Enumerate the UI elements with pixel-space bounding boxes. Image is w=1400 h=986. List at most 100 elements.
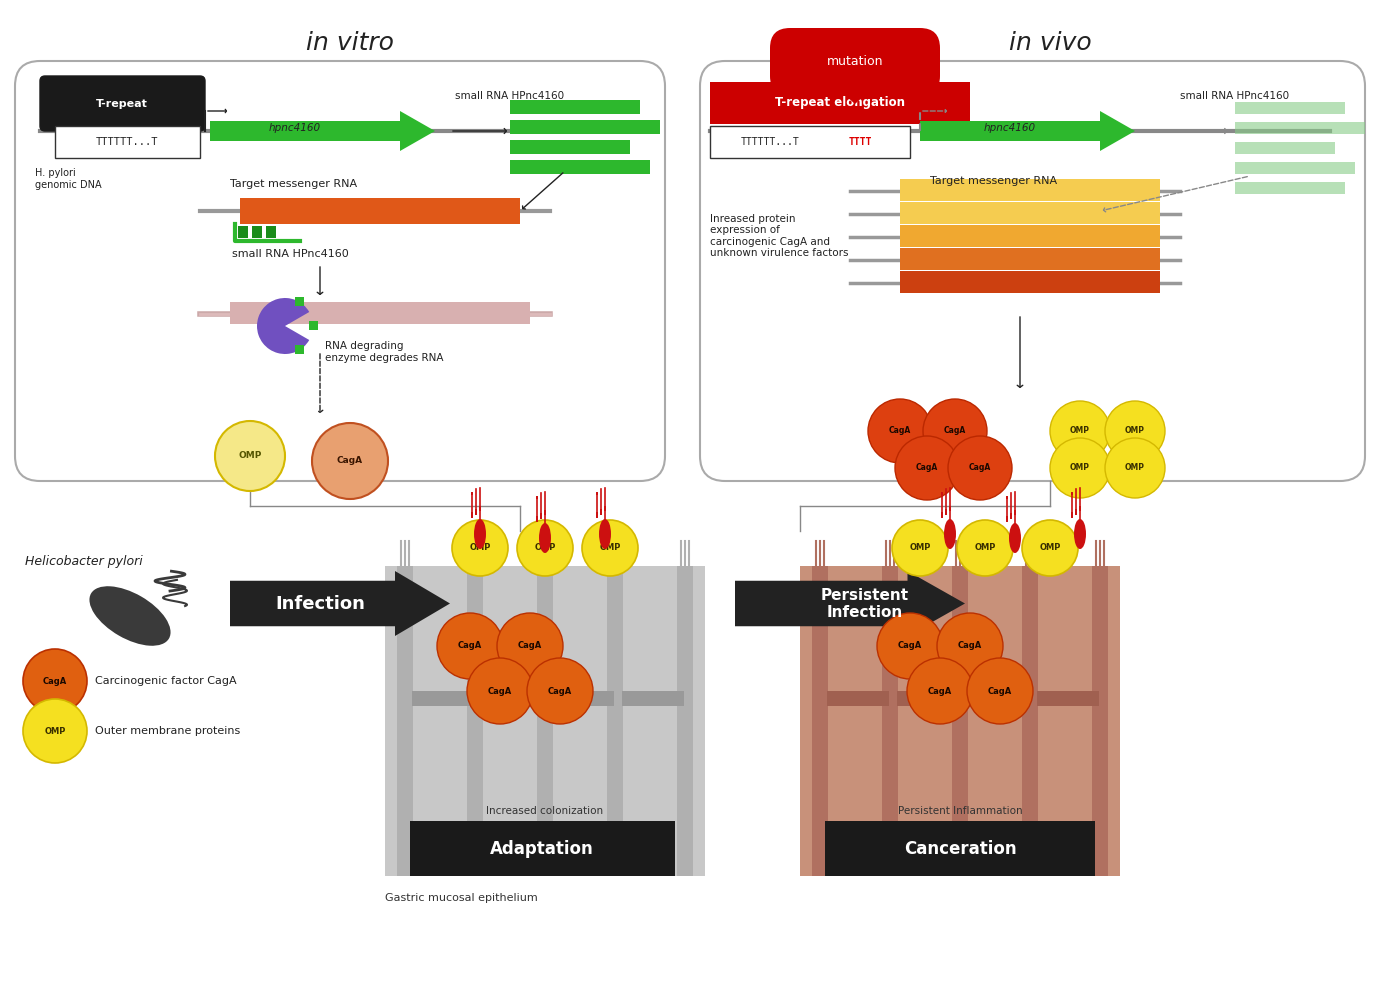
- Polygon shape: [210, 111, 435, 151]
- Bar: [900, 225, 1161, 247]
- Text: T-repeat: T-repeat: [97, 99, 148, 109]
- Bar: [1235, 102, 1345, 114]
- Bar: [900, 179, 1161, 201]
- FancyBboxPatch shape: [41, 76, 204, 131]
- Text: Gastric mucosal epithelium: Gastric mucosal epithelium: [385, 893, 538, 903]
- Circle shape: [948, 436, 1012, 500]
- Bar: [309, 321, 318, 330]
- Bar: [952, 566, 967, 876]
- Polygon shape: [735, 571, 965, 636]
- Bar: [482, 691, 545, 706]
- Text: small RNA HPnc4160: small RNA HPnc4160: [1180, 91, 1289, 101]
- Bar: [239, 198, 519, 224]
- Bar: [252, 226, 262, 238]
- Text: H. pylori
genomic DNA: H. pylori genomic DNA: [35, 168, 102, 189]
- FancyBboxPatch shape: [770, 28, 939, 96]
- Text: RNA degrading
enzyme degrades RNA: RNA degrading enzyme degrades RNA: [325, 341, 444, 363]
- Text: OMP: OMP: [599, 543, 620, 552]
- Bar: [1235, 182, 1345, 194]
- Text: hpnc4160: hpnc4160: [984, 123, 1036, 133]
- Ellipse shape: [539, 523, 552, 553]
- Text: CagA: CagA: [928, 686, 952, 695]
- Bar: [552, 691, 615, 706]
- Bar: [510, 120, 659, 134]
- Bar: [900, 248, 1161, 270]
- Bar: [882, 566, 897, 876]
- Text: small RNA HPnc4160: small RNA HPnc4160: [231, 249, 349, 259]
- Text: Persistent
Infection: Persistent Infection: [820, 588, 909, 620]
- Circle shape: [312, 423, 388, 499]
- Bar: [622, 691, 685, 706]
- Text: OMP: OMP: [1126, 463, 1145, 472]
- FancyBboxPatch shape: [15, 61, 665, 481]
- Text: OMP: OMP: [1070, 427, 1091, 436]
- Text: CagA: CagA: [988, 686, 1012, 695]
- Text: CagA: CagA: [337, 457, 363, 465]
- Circle shape: [868, 399, 932, 463]
- Text: Outer membrane proteins: Outer membrane proteins: [95, 726, 241, 736]
- Ellipse shape: [1009, 523, 1021, 553]
- Bar: [608, 566, 623, 876]
- Text: in vivo: in vivo: [1008, 31, 1092, 55]
- Text: CagA: CagA: [458, 642, 482, 651]
- Text: Infection: Infection: [274, 595, 365, 613]
- Bar: [295, 345, 304, 354]
- Text: small RNA HPnc4160: small RNA HPnc4160: [455, 91, 564, 101]
- Text: Carcinogenic factor CagA: Carcinogenic factor CagA: [95, 676, 237, 686]
- Bar: [825, 821, 1095, 876]
- Bar: [412, 691, 475, 706]
- Circle shape: [907, 658, 973, 724]
- FancyBboxPatch shape: [700, 61, 1365, 481]
- Text: CagA: CagA: [889, 427, 911, 436]
- Bar: [710, 82, 970, 124]
- Polygon shape: [834, 86, 875, 104]
- Bar: [1235, 162, 1355, 174]
- Circle shape: [526, 658, 594, 724]
- Text: TTTT: TTTT: [848, 137, 872, 147]
- Bar: [799, 566, 1120, 876]
- Bar: [230, 302, 531, 324]
- Circle shape: [468, 658, 533, 724]
- Bar: [238, 226, 248, 238]
- Circle shape: [1105, 401, 1165, 461]
- Ellipse shape: [599, 519, 610, 549]
- Bar: [510, 100, 640, 114]
- Circle shape: [923, 399, 987, 463]
- Text: OMP: OMP: [1070, 463, 1091, 472]
- Text: TTTTTT...T: TTTTTT...T: [95, 137, 158, 147]
- Circle shape: [937, 613, 1002, 679]
- Bar: [1092, 566, 1107, 876]
- Bar: [1037, 691, 1099, 706]
- Text: CagA: CagA: [518, 642, 542, 651]
- Circle shape: [437, 613, 503, 679]
- Bar: [900, 271, 1161, 293]
- Circle shape: [452, 520, 508, 576]
- Text: OMP: OMP: [910, 543, 931, 552]
- Text: Helicobacter pylori: Helicobacter pylori: [25, 554, 143, 568]
- Text: Target messenger RNA: Target messenger RNA: [230, 179, 357, 189]
- Bar: [510, 140, 630, 154]
- Text: OMP: OMP: [974, 543, 995, 552]
- Ellipse shape: [475, 519, 486, 549]
- Bar: [710, 126, 910, 158]
- Bar: [295, 297, 304, 306]
- Bar: [468, 566, 483, 876]
- Text: OMP: OMP: [45, 727, 66, 736]
- Circle shape: [1050, 401, 1110, 461]
- Circle shape: [876, 613, 944, 679]
- Circle shape: [497, 613, 563, 679]
- Text: Canceration: Canceration: [903, 840, 1016, 858]
- Text: CagA: CagA: [958, 642, 983, 651]
- Ellipse shape: [90, 587, 171, 646]
- Text: CagA: CagA: [547, 686, 573, 695]
- Circle shape: [1105, 438, 1165, 498]
- Bar: [812, 566, 827, 876]
- Text: Persistent Inflammation: Persistent Inflammation: [897, 806, 1022, 816]
- Bar: [1022, 566, 1037, 876]
- Bar: [1235, 122, 1365, 134]
- Text: hpnc4160: hpnc4160: [269, 123, 321, 133]
- Bar: [538, 566, 553, 876]
- Wedge shape: [258, 298, 309, 354]
- Circle shape: [582, 520, 638, 576]
- Text: CagA: CagA: [916, 463, 938, 472]
